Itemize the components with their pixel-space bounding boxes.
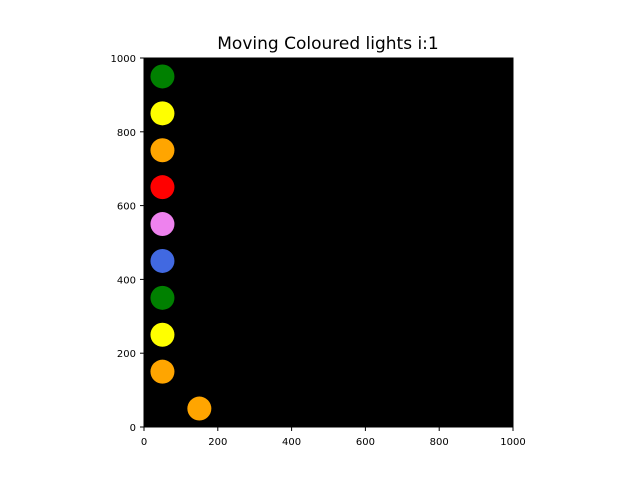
y-tick-label-600: 600 <box>117 202 136 213</box>
y-tick-label-200: 200 <box>117 349 136 360</box>
light-point-6 <box>150 248 175 273</box>
light-point-7 <box>150 285 175 310</box>
x-tick-label-0: 0 <box>141 437 147 448</box>
light-point-8 <box>150 322 175 347</box>
y-tick-label-0: 0 <box>130 423 136 434</box>
x-tick-label-1000: 1000 <box>500 437 525 448</box>
light-point-2 <box>150 101 175 126</box>
light-point-4 <box>150 175 175 200</box>
y-tick-label-400: 400 <box>117 275 136 286</box>
light-point-9 <box>150 359 175 384</box>
x-tick-label-200: 200 <box>208 437 227 448</box>
light-point-1 <box>150 64 175 89</box>
light-point-10 <box>187 396 212 421</box>
plot-area <box>144 58 513 427</box>
x-tick-label-600: 600 <box>356 437 375 448</box>
light-point-5 <box>150 212 175 237</box>
axes-layer: 0 200 400 600 800 1000 0 200 400 600 800 1000 <box>111 54 526 448</box>
points-layer <box>150 64 212 421</box>
y-tick-label-800: 800 <box>117 128 136 139</box>
chart-title: Moving Coloured lights i:1 <box>217 34 438 54</box>
light-point-3 <box>150 138 175 163</box>
plot-frame <box>143 57 514 428</box>
x-tick-label-400: 400 <box>282 437 301 448</box>
y-tick-label-1000: 1000 <box>111 54 136 65</box>
x-tick-label-800: 800 <box>430 437 449 448</box>
